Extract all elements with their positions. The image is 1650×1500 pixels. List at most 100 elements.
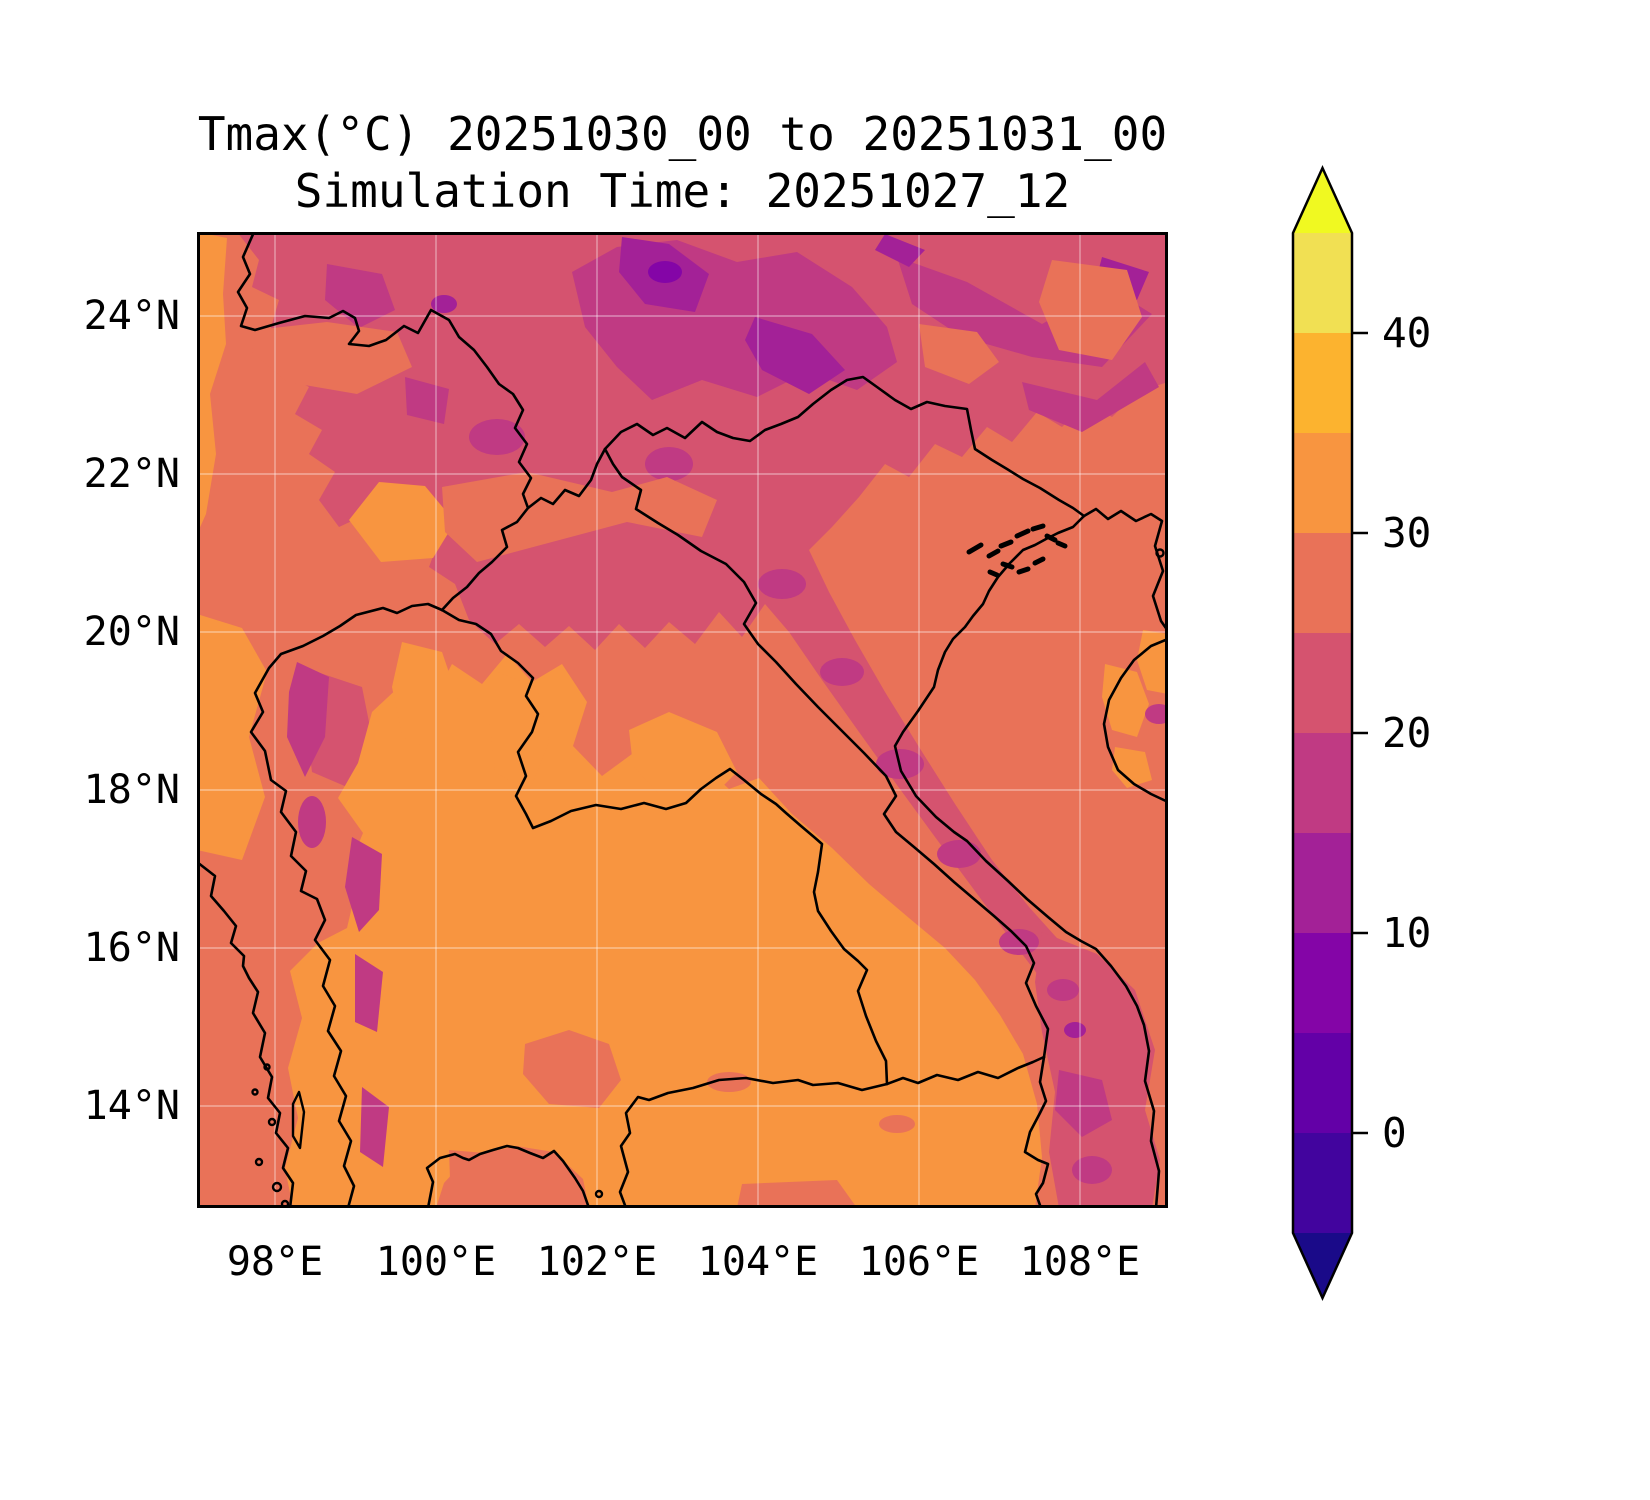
y-tick-label: 16°N (83, 925, 180, 971)
border-thailand-cambodia (618, 1076, 889, 1208)
temp-region-purple2-10-15 (745, 317, 845, 394)
graticule (197, 232, 1168, 1208)
island-dot (594, 1189, 604, 1199)
x-tick-label: 108°E (1019, 1239, 1141, 1285)
colorbar-tick-labels: 40 30 20 10 0 (1382, 309, 1431, 1157)
colorbar-seg-20-25 (1293, 633, 1352, 733)
y-tick-label: 14°N (83, 1083, 180, 1129)
temp-region-tenasserim2-15-20 (355, 954, 383, 1032)
temp-spot-se-10-15 (1064, 1022, 1086, 1038)
temp-spot-secoast-15-20 (1072, 1156, 1112, 1184)
temp-pocket-25-30 (442, 472, 717, 562)
x-tick-label: 100°E (375, 1239, 497, 1285)
colorbar-over-arrow (1293, 168, 1352, 233)
border-cambodia-vietnam (1023, 1055, 1050, 1208)
colorbar-seg-25-30 (1293, 533, 1352, 633)
temp-pocket-25-30 (879, 1115, 915, 1133)
y-tick-label: 24°N (83, 293, 180, 339)
temp-region-hainan1-30-35 (1102, 664, 1149, 737)
island-group (251, 548, 1165, 1208)
y-tick-label: 20°N (83, 609, 180, 655)
colorbar-outline (1291, 164, 1354, 1302)
y-tick-label: 22°N (83, 451, 180, 497)
coastline-vietnam (893, 514, 1161, 1208)
colorbar-tick-label: 0 (1382, 1109, 1407, 1157)
temp-pocket-25-30 (737, 1180, 857, 1208)
temp-spot-15-20 (469, 419, 525, 455)
temp-region-laos-pocket-30-35 (629, 712, 737, 802)
temp-region-hainan2-30-35 (1112, 747, 1152, 788)
island-dot (271, 1181, 283, 1193)
colorbar-seg-35-40 (1293, 333, 1352, 433)
coastline-china-gulf-tonkin (1082, 507, 1168, 633)
temp-region-nw-strip-30-35 (197, 232, 227, 534)
colorbar-seg-30-35 (1293, 433, 1352, 533)
coastline-gulf-of-thailand (425, 1144, 591, 1208)
temp-spot-5-10 (648, 261, 682, 283)
temp-region-lowland-30-35 (285, 654, 1042, 1208)
colorbar-tick-label: 30 (1382, 509, 1431, 557)
x-tick-label: 106°E (858, 1239, 980, 1285)
temp-region-ne-streak2-15-20 (1022, 362, 1159, 432)
border-laos-vietnam (603, 447, 1050, 1059)
temp-spot-westthai-15-20 (298, 796, 326, 848)
colorbar-tick-label: 10 (1382, 909, 1431, 957)
island-dot (251, 1088, 259, 1096)
plot-title-line1: Tmax(°C) 20251030_00 to 20251031_00 (197, 107, 1168, 161)
border-myanmar-laos (440, 506, 530, 612)
border-laos-cambodia (885, 1055, 1046, 1086)
temp-region-nthai-valley2-30-35 (489, 672, 549, 792)
border-china (236, 232, 1086, 518)
border-thailand-laos (440, 608, 889, 1086)
temp-pocket-25-30 (707, 1072, 751, 1092)
temp-region-nthai-valley1-30-35 (392, 642, 459, 752)
x-tick-label: 98°E (226, 1239, 324, 1285)
island-kala (291, 1090, 306, 1150)
island-dot (254, 1157, 264, 1167)
temp-spot-annamite-15-20 (820, 658, 864, 686)
temp-spot-annamite-15-20 (937, 840, 981, 868)
colorbar-seg-5-10 (1293, 933, 1352, 1033)
temp-region-west-lobe-30-35 (197, 614, 267, 860)
map-area (197, 232, 1168, 1208)
temp-region-secoast-15-20 (1055, 1070, 1112, 1137)
coastline-hainan (1102, 637, 1168, 804)
colorbar-seg-15-20 (1293, 733, 1352, 833)
border-myanmar-thailand (249, 602, 444, 1208)
island-dot (267, 1117, 277, 1127)
colorbar-ticks (1352, 331, 1368, 1135)
colorbar-seg-m5-0 (1293, 1133, 1352, 1233)
plot-title: Tmax(°C) 20251030_00 to 20251031_00 Simu… (150, 106, 1215, 220)
temp-spot-annamite-15-20 (999, 929, 1039, 955)
colorbar-tick-label: 40 (1382, 309, 1431, 357)
temp-region-se-coast-20-25 (1035, 932, 1160, 1208)
y-tick-label: 18°N (83, 767, 180, 813)
x-tick-label: 102°E (536, 1239, 658, 1285)
plot-title-line2: Simulation Time: 20251027_12 (294, 164, 1071, 218)
colorbar: 40 30 20 10 0 (1291, 164, 1431, 1302)
temp-spot-hainan-15-20 (1145, 704, 1168, 724)
temp-region-nw-spot2-15-20 (405, 377, 449, 424)
temp-pocket-25-30 (919, 324, 999, 384)
colorbar-seg-10-15 (1293, 833, 1352, 933)
map-frame (197, 232, 1168, 1208)
temp-spot-15-20 (645, 447, 693, 481)
map-canvas (197, 232, 1168, 1208)
temp-region-leizhou-30-35 (1137, 630, 1168, 694)
coastline-andaman (197, 860, 295, 1208)
temp-region-north-20-25 (237, 232, 1168, 1014)
temp-pocket-25-30 (252, 322, 412, 394)
colorbar-segments (1293, 168, 1352, 1298)
colorbar-seg-0-5 (1293, 1033, 1352, 1133)
temp-pocket-25-30 (523, 1030, 621, 1108)
temp-spot-annamite-15-20 (758, 569, 806, 599)
temp-pocket-25-30 (1039, 260, 1142, 360)
colorbar-tick-label: 20 (1382, 709, 1431, 757)
temp-spot-10-15 (431, 295, 457, 313)
temp-region-tenasserim3-15-20 (360, 1087, 389, 1167)
temp-pocket-25-30 (449, 1150, 512, 1208)
temp-region-purple3-10-15 (875, 234, 925, 267)
x-tick-label: 104°E (697, 1239, 819, 1285)
temp-region-nw-pocket-30-35 (349, 482, 455, 562)
